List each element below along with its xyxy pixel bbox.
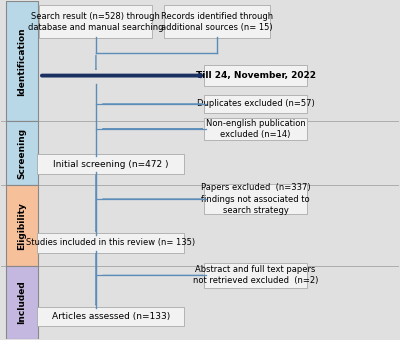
FancyBboxPatch shape <box>204 118 307 140</box>
FancyBboxPatch shape <box>6 1 38 121</box>
FancyBboxPatch shape <box>204 263 307 288</box>
FancyBboxPatch shape <box>37 154 184 174</box>
FancyBboxPatch shape <box>6 121 38 185</box>
Text: Papers excluded  (n=337)
findings not associated to
search strategy: Papers excluded (n=337) findings not ass… <box>201 183 310 215</box>
FancyBboxPatch shape <box>204 66 307 86</box>
Text: Abstract and full text papers
not retrieved excluded  (n=2): Abstract and full text papers not retrie… <box>193 265 318 286</box>
Text: Screening: Screening <box>18 128 26 179</box>
FancyBboxPatch shape <box>204 95 307 113</box>
Text: Included: Included <box>18 280 26 324</box>
Text: Identification: Identification <box>18 27 26 96</box>
Text: Studies included in this review (n= 135): Studies included in this review (n= 135) <box>26 238 195 247</box>
Text: Records identified through
additional sources (n= 15): Records identified through additional so… <box>161 12 273 32</box>
Text: Till 24, November, 2022: Till 24, November, 2022 <box>196 71 316 80</box>
FancyBboxPatch shape <box>6 185 38 266</box>
Text: Non-english publication
excluded (n=14): Non-english publication excluded (n=14) <box>206 119 306 139</box>
FancyBboxPatch shape <box>6 266 38 339</box>
Text: Search result (n=528) through
database and manual searching: Search result (n=528) through database a… <box>28 12 164 32</box>
Text: Initial screening (n=472 ): Initial screening (n=472 ) <box>53 160 168 169</box>
FancyBboxPatch shape <box>37 307 184 326</box>
FancyBboxPatch shape <box>37 233 184 253</box>
FancyBboxPatch shape <box>204 184 307 214</box>
FancyBboxPatch shape <box>164 5 270 38</box>
Text: Articles assessed (n=133): Articles assessed (n=133) <box>52 312 170 321</box>
FancyBboxPatch shape <box>39 5 152 38</box>
Text: Duplicates excluded (n=57): Duplicates excluded (n=57) <box>197 99 314 108</box>
Text: Eligibility: Eligibility <box>18 202 26 250</box>
